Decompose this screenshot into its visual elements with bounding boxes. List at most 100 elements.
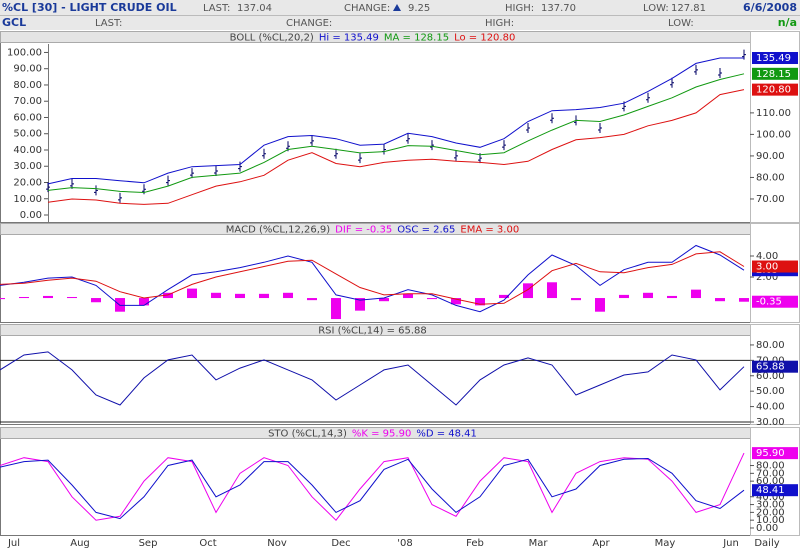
histogram-bar xyxy=(715,298,725,302)
last-value-box xyxy=(752,260,798,273)
panel-title: EMA = 3.00 xyxy=(460,225,519,236)
y2-tick-label: 70.00 xyxy=(756,194,785,205)
histogram-bar xyxy=(355,298,365,311)
price-bar xyxy=(262,148,266,159)
sub-last-label: LAST: xyxy=(95,18,122,29)
panel-title: OSC = 2.65 xyxy=(397,225,455,236)
x-tick-label: Apr xyxy=(592,538,610,549)
x-tick-label: '08 xyxy=(397,538,412,549)
histogram-bar xyxy=(427,298,437,300)
histogram-bar xyxy=(19,296,29,299)
last-value-label: 95.90 xyxy=(756,448,785,459)
y2-tick-label: 110.00 xyxy=(756,108,791,119)
histogram-bar xyxy=(667,295,677,299)
y-tick-label: 80.00 xyxy=(756,340,785,351)
y-tick-label: 10.00 xyxy=(13,194,42,205)
panel-title: BOLL (%CL,20,2) xyxy=(230,33,314,44)
histogram-bar xyxy=(451,298,461,305)
last-value-label: 3.00 xyxy=(756,262,778,273)
last-value: 137.04 xyxy=(237,3,272,14)
y-tick-label: 2.00 xyxy=(756,272,778,283)
panel-title: Hi = 135.49 xyxy=(319,33,379,44)
price-bar xyxy=(118,192,122,203)
low-value: 127.81 xyxy=(671,3,706,14)
y2-tick-label: 80.00 xyxy=(756,172,785,183)
x-tick-label: Nov xyxy=(267,538,287,549)
y-tick-label: 0.00 xyxy=(20,210,42,221)
panel-title: MACD (%CL,12,26,9) xyxy=(226,225,330,236)
last-value-box xyxy=(752,484,798,497)
y-tick-label: 30.00 xyxy=(13,161,42,172)
high-label: HIGH: xyxy=(505,3,534,14)
price-bar xyxy=(718,68,722,79)
y-tick-label: 30.00 xyxy=(756,417,785,428)
histogram-bar xyxy=(187,288,197,299)
y-tick-label: 80.00 xyxy=(13,80,42,91)
x-tick-label: Aug xyxy=(70,538,90,549)
price-bar xyxy=(670,77,674,88)
histogram-bar xyxy=(91,298,101,303)
x-tick-label: Dec xyxy=(331,538,350,549)
high-value: 137.70 xyxy=(541,3,576,14)
last-value-box xyxy=(752,295,798,308)
histogram-bar xyxy=(643,292,653,299)
y-tick-label: 10.00 xyxy=(756,515,785,526)
series-line xyxy=(0,457,745,520)
histogram-bar xyxy=(139,298,149,306)
sub-high-label: HIGH: xyxy=(485,18,514,29)
sub-status: n/a xyxy=(778,16,797,29)
price-bar xyxy=(550,113,554,124)
last-label: LAST: xyxy=(203,3,230,14)
panel-title: %D = 48.41 xyxy=(416,429,477,440)
last-value-label: 128.15 xyxy=(756,69,791,80)
histogram-bar xyxy=(0,298,5,300)
histogram-bar xyxy=(595,298,605,312)
y-tick-label: 4.00 xyxy=(756,251,778,262)
last-value-label: 135.49 xyxy=(756,53,791,64)
y2-tick-label: 90.00 xyxy=(756,151,785,162)
y2-tick-label: 100.00 xyxy=(756,129,791,140)
price-bar xyxy=(646,92,650,103)
last-value-box xyxy=(752,83,798,96)
last-value-label: 120.80 xyxy=(756,85,791,96)
last-value-box xyxy=(752,52,798,65)
last-value-box xyxy=(752,447,798,460)
sub-change-label: CHANGE: xyxy=(286,18,332,29)
histogram-bar xyxy=(283,292,293,299)
x-tick-label: Jun xyxy=(722,538,739,549)
histogram-bar xyxy=(259,293,269,299)
change-value: 9.25 xyxy=(408,3,430,14)
last-value-box xyxy=(752,360,798,373)
panel-title: MA = 128.15 xyxy=(384,33,449,44)
histogram-bar xyxy=(739,298,749,302)
y-tick-label: 60.00 xyxy=(756,476,785,487)
series-line xyxy=(0,251,745,305)
y-tick-label: 70.00 xyxy=(756,468,785,479)
x-tick-label: Feb xyxy=(466,538,484,549)
last-value-label: 48.41 xyxy=(756,485,785,496)
y-tick-label: 40.00 xyxy=(756,492,785,503)
panel-title: RSI (%CL,14) = 65.88 xyxy=(318,326,427,337)
x-tick-label: Daily xyxy=(754,538,779,549)
histogram-bar xyxy=(163,292,173,299)
panel-frame xyxy=(0,324,751,425)
histogram-bar xyxy=(43,295,53,299)
histogram-bar xyxy=(691,289,701,299)
histogram-bar xyxy=(523,283,533,299)
histogram-bar xyxy=(211,292,221,299)
panel-frame xyxy=(0,223,751,323)
y-tick-label: 90.00 xyxy=(13,64,42,75)
last-value-label: -0.35 xyxy=(756,297,782,308)
y-tick-label: 40.00 xyxy=(756,402,785,413)
sub-symbol: GCL xyxy=(2,16,26,29)
x-tick-label: Jul xyxy=(7,538,20,549)
histogram-bar xyxy=(619,294,629,299)
low-label: LOW: xyxy=(643,3,669,14)
panel-title: STO (%CL,14,3) xyxy=(268,429,347,440)
y-tick-label: 30.00 xyxy=(756,500,785,511)
price-bar xyxy=(502,140,506,151)
histogram-bar xyxy=(379,298,389,302)
y-tick-label: 70.00 xyxy=(13,96,42,107)
y-tick-label: 20.00 xyxy=(756,507,785,518)
